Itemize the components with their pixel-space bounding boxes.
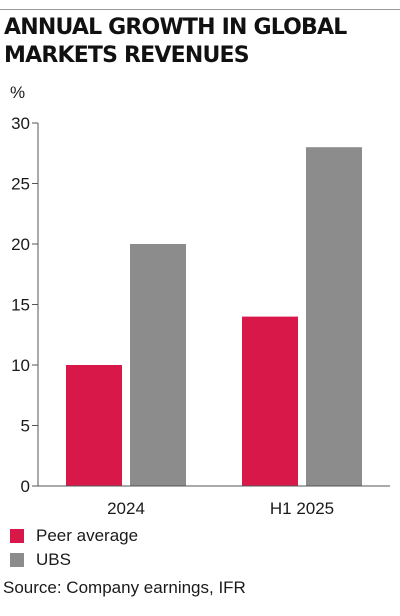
x-tick-label: H1 2025	[270, 499, 334, 518]
chart-title: ANNUAL GROWTH IN GLOBAL MARKETS REVENUES	[4, 14, 384, 70]
y-tick-label: 30	[11, 114, 30, 133]
bar-ubs-2024	[130, 244, 186, 486]
bar-ubs-h1-2025	[306, 147, 362, 486]
legend-label: UBS	[36, 550, 71, 569]
y-tick-label: 0	[21, 477, 30, 496]
bar-peer-average-2024	[66, 365, 122, 486]
bar-chart: % 0 5 10 15 20 25 30 2024 H1 2025	[10, 83, 390, 518]
y-tick-label: 10	[11, 356, 30, 375]
y-tick-label: 25	[11, 175, 30, 194]
legend-item: Peer average	[4, 524, 138, 548]
y-tick-label: 20	[11, 235, 30, 254]
legend-swatch	[10, 553, 24, 567]
chart-title-line-2: MARKETS REVENUES	[4, 43, 250, 68]
y-axis-unit: %	[10, 83, 25, 102]
legend-swatch	[10, 529, 24, 543]
legend-label: Peer average	[36, 526, 139, 545]
y-tick-label: 5	[21, 417, 30, 436]
legend: Peer average UBS	[4, 524, 138, 572]
legend-item: UBS	[4, 548, 138, 572]
top-rule	[0, 9, 400, 10]
bar-peer-average-h1-2025	[242, 316, 298, 486]
y-tick-label: 15	[11, 296, 30, 315]
chart-title-line-1: ANNUAL GROWTH IN GLOBAL	[4, 15, 347, 40]
x-tick-label: 2024	[107, 499, 145, 518]
source-note: Source: Company earnings, IFR	[3, 578, 246, 597]
